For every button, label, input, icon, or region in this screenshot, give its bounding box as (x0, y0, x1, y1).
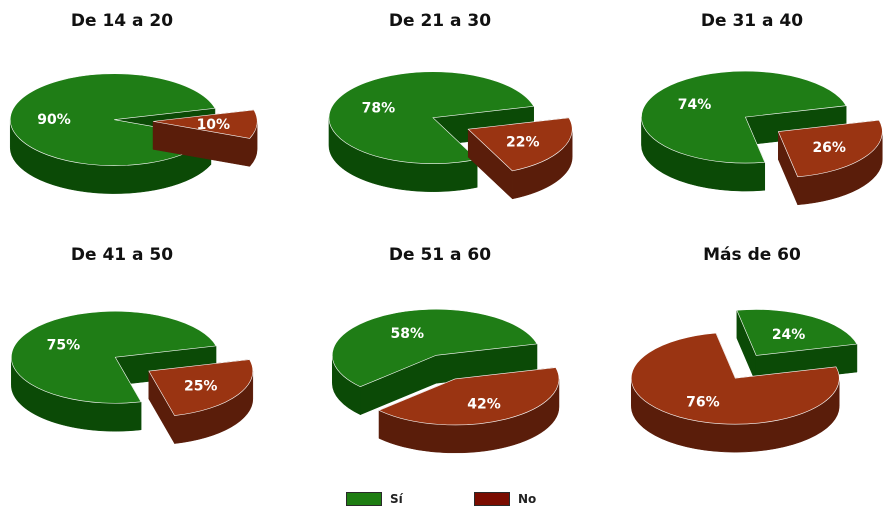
pie-chart-6: Más de 60 24% 76% (630, 245, 858, 453)
slice-label-si: 78% (362, 100, 396, 116)
chart-title: De 51 a 60 (389, 245, 491, 265)
pie-chart-1: De 14 a 20 90% 10% (9, 11, 258, 194)
slice-label-no: 76% (686, 395, 720, 411)
pie-slice-no: 42% (378, 367, 560, 454)
chart-title: De 41 a 50 (71, 245, 173, 265)
slice-top (736, 309, 858, 356)
pie-chart-2: De 21 a 30 78% 22% (328, 11, 573, 200)
legend-item-no: No (474, 492, 536, 506)
legend-swatch-si (346, 492, 382, 506)
slice-label-si: 74% (678, 97, 712, 113)
slice-label-si: 58% (391, 326, 425, 342)
pie-slice-no: 25% (148, 359, 254, 445)
legend-label-si: Sí (390, 492, 403, 506)
chart-title: Más de 60 (703, 245, 801, 265)
legend: Sí No (0, 490, 885, 512)
slice-top (467, 117, 573, 172)
legend-item-si: Sí (346, 492, 403, 506)
slice-top (630, 332, 840, 425)
slice-top (153, 109, 258, 139)
slice-label-no: 10% (197, 117, 231, 133)
pie-chart-4: De 41 a 50 75% 25% (11, 245, 254, 445)
slice-label-no: 22% (506, 135, 540, 151)
chart-title: De 14 a 20 (71, 11, 173, 31)
slice-label-no: 26% (812, 140, 846, 156)
slice-top (378, 367, 560, 426)
pie-chart-5: De 51 a 60 58% 42% (331, 245, 560, 454)
slice-label-si: 90% (37, 112, 71, 128)
pie-slice-no: 26% (777, 119, 883, 206)
chart-title: De 21 a 30 (389, 11, 491, 31)
slice-top (328, 71, 535, 164)
slice-top (11, 310, 217, 404)
pie-slice-si: 75% (11, 310, 217, 432)
slice-label-si: 24% (772, 327, 806, 343)
legend-swatch-no (474, 492, 510, 506)
slice-label-si: 75% (47, 338, 81, 354)
pie-slice-si: 74% (641, 70, 847, 192)
pie-slice-si: 58% (331, 308, 538, 416)
pie-chart-3: De 31 a 40 74% 26% (641, 11, 883, 206)
slice-label-no: 25% (184, 379, 218, 395)
slice-top (777, 119, 883, 178)
pie-slice-si: 78% (328, 71, 535, 192)
slice-label-no: 42% (467, 396, 501, 412)
slice-top (148, 359, 254, 416)
chart-title: De 31 a 40 (701, 11, 803, 31)
pie-slice-no: 76% (630, 332, 840, 453)
slice-top (641, 70, 847, 164)
slice-top (331, 308, 538, 388)
pie-slice-no: 22% (467, 117, 573, 200)
legend-label-no: No (518, 492, 537, 506)
pie-slice-no: 10% (152, 109, 258, 168)
